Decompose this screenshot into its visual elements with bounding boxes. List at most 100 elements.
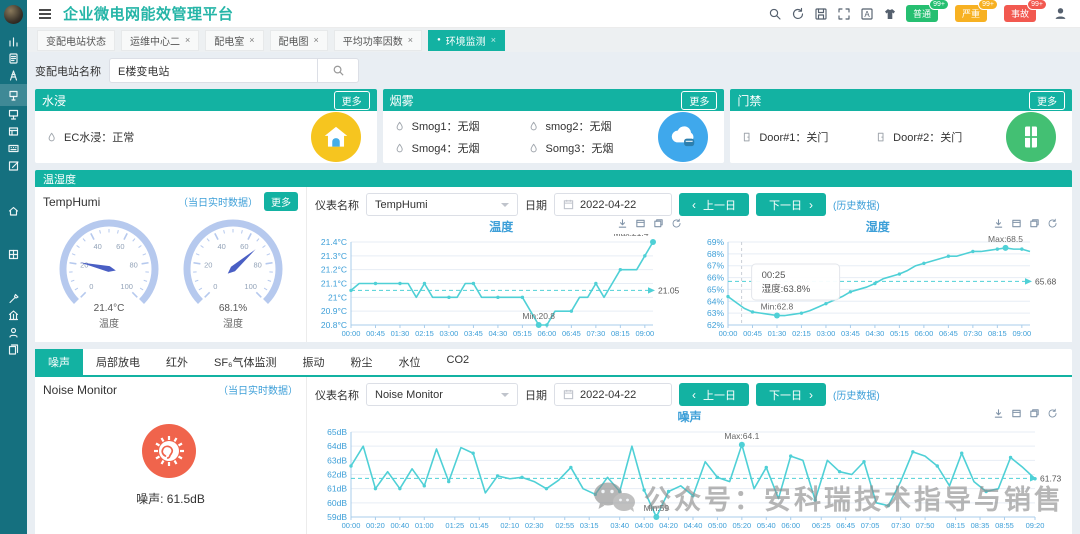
sidebar-item-inspection[interactable] [0,106,27,123]
noise-chart: 噪声 59dB 60dB 61dB 62dB 63dB 64dB 65dB 00:00 00:2… [313,408,1066,532]
sidebar-item-home[interactable] [0,202,27,219]
sidebar-item-stats[interactable] [0,33,27,50]
download-icon[interactable] [617,218,628,229]
date-picker[interactable]: 2022-04-22 [554,193,672,216]
tab-item-0[interactable]: 变配电站状态 [37,29,115,51]
svg-text:01:30: 01:30 [767,329,786,338]
noise-prev-day-button[interactable]: ‹ 上一日 [679,383,749,406]
svg-text:Min:62.8: Min:62.8 [760,302,793,312]
theme-button[interactable] [883,7,897,21]
svg-text:04:20: 04:20 [659,521,678,530]
sensor-tab-6[interactable]: 水位 [398,357,421,369]
sidebar-item-grid[interactable] [0,246,27,263]
svg-text:69%: 69% [706,237,723,247]
noise-chart-canvas[interactable]: 59dB 60dB 61dB 62dB 63dB 64dB 65dB 00:00 00:20 00… [313,424,1075,532]
download-icon[interactable] [993,218,1004,229]
fullscreen-button[interactable] [837,7,851,21]
sidebar-item-tools[interactable] [0,290,27,307]
door-more-button[interactable]: 更多 [1029,90,1066,110]
user-menu-button[interactable] [1053,6,1068,21]
svg-text:00:40: 00:40 [390,521,409,530]
svg-text:05:40: 05:40 [757,521,776,530]
sensor-item: Smog4：无烟 [395,140,525,156]
tab-item-2[interactable]: 配电室 × [205,29,264,51]
alarm-badge-count: 99+ [929,0,949,10]
refresh-button[interactable] [791,7,805,21]
alarm-badge-2[interactable]: 事故 99+ [1003,0,1047,22]
history-link[interactable]: (历史数据) [833,201,880,212]
sensor-tab-3[interactable]: SF₆气体监测 [214,357,277,369]
refresh-icon[interactable] [1047,408,1058,419]
save-button[interactable] [814,7,828,21]
page-content: 变配电站名称 水浸 更多 EC水浸：正常 烟雾 更多 [27,52,1080,534]
sensor-tab-2[interactable]: 红外 [166,357,188,369]
sidebar-item-user[interactable] [0,324,27,341]
translate-button[interactable]: A [860,7,874,21]
restore-icon[interactable] [1029,408,1040,419]
noise-history-link[interactable]: (历史数据) [833,391,880,402]
search-button[interactable] [768,7,782,21]
tab-item-1[interactable]: 运维中心二 × [121,29,200,51]
sensor-tab-4[interactable]: 振动 [302,357,325,369]
refresh-icon[interactable] [1047,218,1058,229]
sensor-item: smog2：无烟 [529,118,659,134]
drop-icon [396,121,403,130]
tab-close-icon[interactable]: × [490,35,496,45]
station-search-input[interactable] [109,58,317,83]
humidity-chart-canvas[interactable]: 62% 63% 64% 65%66% 67% 68% 69% 00:00 00:45 01:30 0… [690,234,1070,340]
sidebar-avatar[interactable] [4,5,23,24]
temphumi-more-button[interactable]: 更多 [264,192,298,211]
sidebar-item-substation[interactable] [0,67,27,84]
restore-icon[interactable] [653,218,664,229]
sensor-tab-7[interactable]: CO2 [446,354,470,366]
noise-meter-select[interactable]: Noise Monitor [366,383,518,406]
meter-name-label: 仪表名称 [315,389,359,402]
tab-close-icon[interactable]: × [249,35,255,45]
restore-icon [653,219,663,228]
top-header: 企业微电网能效管理平台 A 普通 99+ 严重 99+ 事故 99+ [27,0,1080,28]
dataview-icon[interactable] [1011,218,1022,229]
dataview-icon[interactable] [1011,408,1022,419]
temphumi-chart-pane: 仪表名称 TempHumi 日期 2022-04-22 ‹ 上一日 下一日 › (历… [307,187,1072,342]
tab-item-5[interactable]: ● 环境监测 × [428,29,505,51]
next-day-button[interactable]: 下一日 › [756,193,826,216]
drop-icon [396,143,403,152]
sidebar-item-environment[interactable] [0,84,27,106]
sidebar-item-keyboard[interactable] [0,140,27,157]
meter-select[interactable]: TempHumi [366,193,518,216]
sidebar-item-report[interactable] [0,50,27,67]
temperature-chart-canvas[interactable]: 20.8°C 20.9°C 21°C 21.1°C 21.2°C 21.3°C 21.4°C… [313,234,693,340]
download-icon[interactable] [993,408,1004,419]
refresh-icon[interactable] [671,218,682,229]
alarm-badge-0[interactable]: 普通 99+ [905,0,949,22]
svg-text:Max:21.4: Max:21.4 [614,234,649,238]
noise-date-picker[interactable]: 2022-04-22 [554,383,672,406]
grid-icon [8,249,19,260]
svg-text:21.4°C: 21.4°C [321,237,347,247]
tab-close-icon[interactable]: × [185,35,191,45]
sensor-tab-0[interactable]: 噪声 [35,349,83,375]
sensor-tab-5[interactable]: 粉尘 [350,357,373,369]
water-panel-title: 水浸 [42,93,67,108]
sidebar-item-panel[interactable] [0,123,27,140]
restore-icon[interactable] [1029,218,1040,229]
tab-item-3[interactable]: 配电图 × [269,29,328,51]
alarm-badge-1[interactable]: 严重 99+ [954,0,998,22]
sensor-tab-1[interactable]: 局部放电 [96,357,140,369]
tab-close-icon[interactable]: × [313,35,319,45]
svg-text:66%: 66% [706,273,723,283]
tab-close-icon[interactable]: × [407,35,414,45]
tab-item-4[interactable]: 平均功率因数 × [333,29,423,51]
sidebar-item-enterprise[interactable] [0,307,27,324]
noise-next-day-button[interactable]: 下一日 › [756,383,826,406]
station-search-button[interactable] [317,58,359,83]
svg-text:06:00: 06:00 [781,521,800,530]
svg-text:Min:59: Min:59 [644,503,670,513]
sidebar-item-edit[interactable] [0,157,27,174]
menu-toggle-icon[interactable] [39,8,51,19]
smoke-more-button[interactable]: 更多 [681,90,718,110]
dataview-icon[interactable] [635,218,646,229]
water-more-button[interactable]: 更多 [333,90,370,110]
prev-day-button[interactable]: ‹ 上一日 [679,193,749,216]
sidebar-item-documents[interactable] [0,341,27,358]
